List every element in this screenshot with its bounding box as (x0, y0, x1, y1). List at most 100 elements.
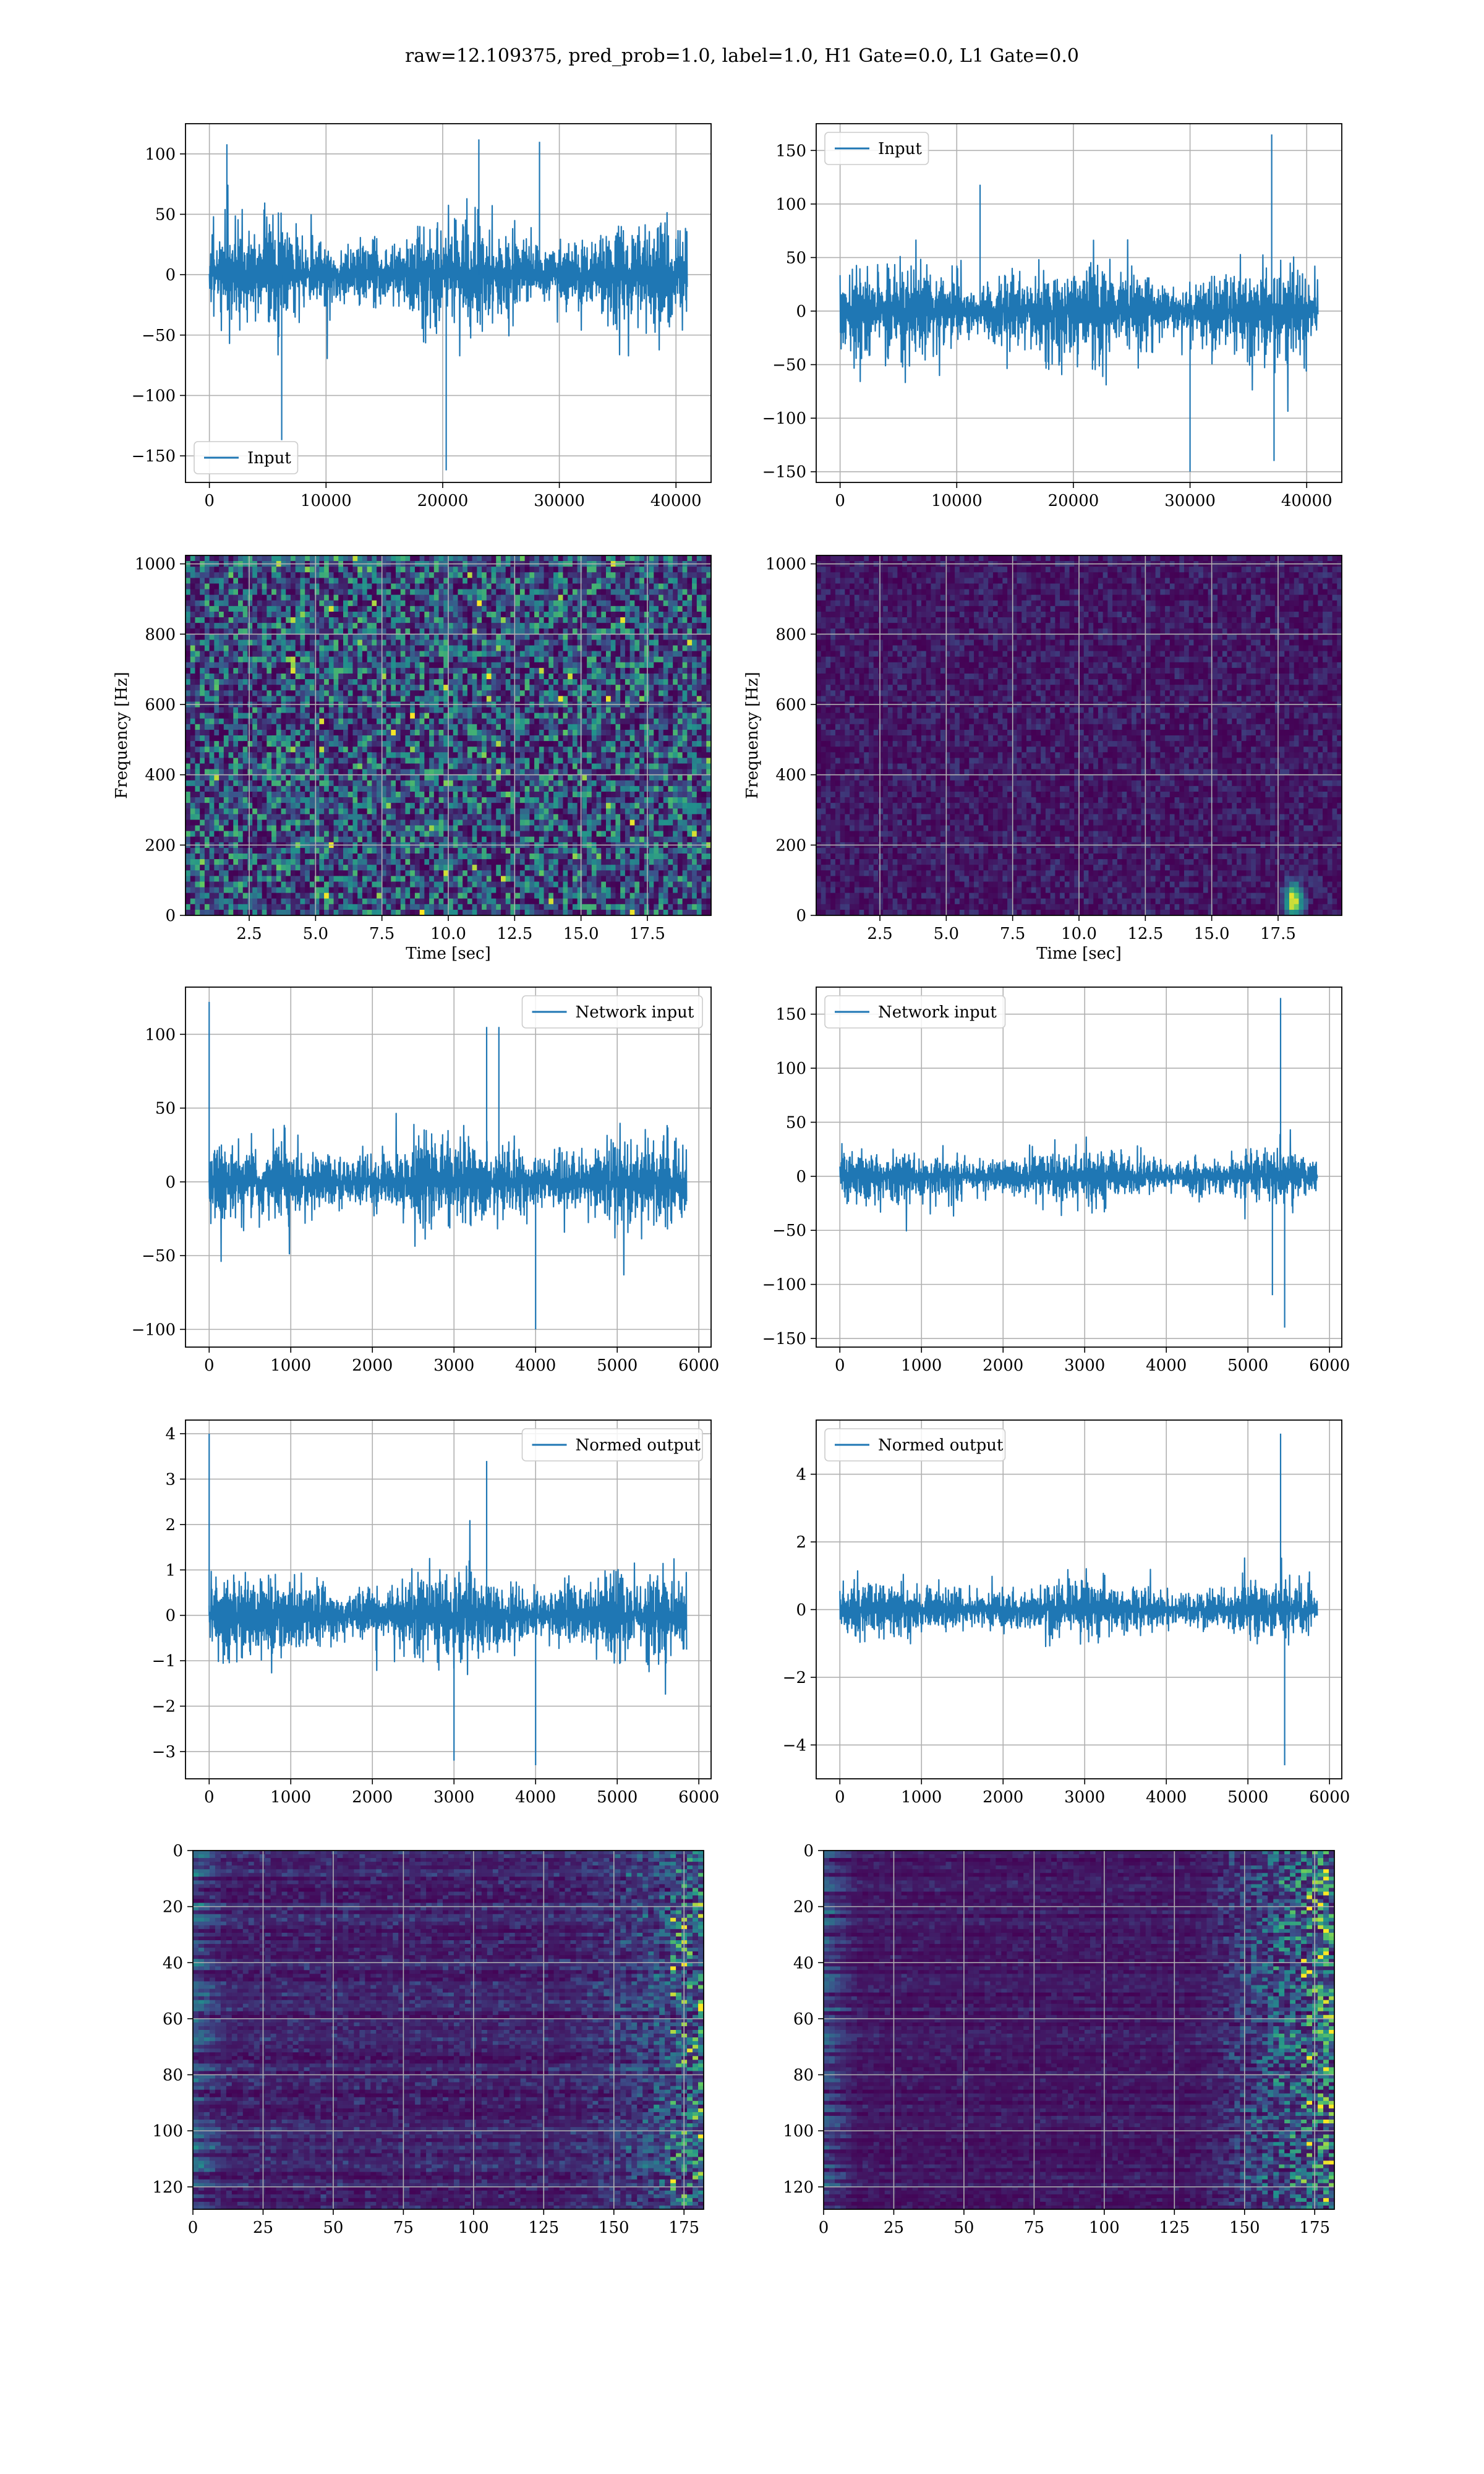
xtick-label: 4000 (515, 1356, 556, 1375)
xtick-label: 10000 (931, 492, 983, 510)
xtick-label: 6000 (678, 1788, 719, 1807)
series-row1-right (839, 134, 1319, 472)
xtick-label: 25 (884, 2219, 904, 2237)
xtick-label: 175 (668, 2219, 699, 2237)
ytick-label: 2 (165, 1516, 176, 1534)
ytick-label: 0 (173, 1842, 183, 1860)
series-row3-left (208, 1001, 688, 1330)
xtick-label: 5000 (1227, 1788, 1268, 1807)
ytick-label: −100 (132, 387, 176, 405)
ytick-label: 100 (783, 2122, 814, 2141)
ytick-label: 800 (775, 625, 806, 644)
xtick-label: 5000 (597, 1356, 638, 1375)
ytick-label: 1000 (135, 555, 176, 574)
axes-frame (816, 123, 1342, 483)
xtick-label: 1000 (901, 1356, 942, 1375)
xtick-label: 5.0 (303, 925, 328, 943)
ytick-label: 50 (786, 1113, 806, 1132)
xtick-label: 17.5 (1260, 925, 1296, 943)
ytick-label: 80 (793, 2066, 814, 2085)
xtick-label: 5.0 (934, 925, 959, 943)
xtick-label: 3000 (1064, 1356, 1105, 1375)
series-line (208, 184, 688, 359)
series-line (839, 1129, 1318, 1232)
ytick-label: 100 (145, 1025, 176, 1044)
xtick-label: 30000 (534, 492, 585, 510)
series-row3-right (839, 998, 1318, 1328)
xtick-label: 0 (204, 492, 215, 510)
xtick-label: 2.5 (236, 925, 262, 943)
legend-label: Input (247, 449, 291, 468)
xtick-label: 5000 (597, 1788, 638, 1807)
xtick-label: 0 (835, 1356, 845, 1375)
ytick-label: −100 (762, 1276, 806, 1295)
xtick-label: 4000 (1146, 1356, 1187, 1375)
x-axis-label: Time [sec] (1036, 944, 1122, 963)
xtick-label: 40000 (1281, 492, 1333, 510)
ytick-label: 100 (152, 2122, 183, 2141)
ytick-label: −50 (772, 1222, 806, 1240)
axes-frame (185, 123, 712, 483)
ytick-label: 120 (783, 2178, 814, 2197)
legend-label: Normed output (576, 1436, 701, 1455)
panel-row3-right: 0 1000 2000 3000 4000 5000 6000 −150 −100 −50 0 50 1… (762, 987, 1350, 1375)
ytick-label: 4 (165, 1425, 176, 1444)
xtick-label: 10.0 (430, 925, 466, 943)
series-line (208, 1520, 688, 1695)
ytick-label: 800 (145, 625, 176, 644)
xtick-label: 4000 (1146, 1788, 1187, 1807)
heatmap-row5-left (193, 1851, 704, 2209)
xtick-label: 0 (188, 2219, 198, 2237)
legend: Network input (521, 995, 703, 1029)
xtick-label: 10.0 (1061, 925, 1097, 943)
legend: Input (194, 441, 299, 474)
xtick-label: 15.0 (1194, 925, 1230, 943)
y-axis-label: Frequency [Hz] (743, 672, 762, 799)
xtick-label: 1000 (901, 1788, 942, 1807)
ytick-label: −150 (762, 463, 806, 482)
axes-frame (823, 1850, 1335, 2210)
xtick-label: 75 (1024, 2219, 1044, 2237)
ytick-label: 600 (145, 696, 176, 714)
ytick-label: −50 (142, 1247, 176, 1265)
ytick-label: 150 (775, 1006, 806, 1024)
xtick-label: 12.5 (497, 925, 532, 943)
x-axis-label: Time [sec] (406, 944, 491, 963)
ytick-label: −100 (132, 1320, 176, 1339)
ytick-label: 0 (796, 1168, 806, 1186)
ytick-label: 100 (145, 145, 176, 164)
ytick-label: 100 (775, 1059, 806, 1078)
xtick-label: 2000 (352, 1788, 393, 1807)
series-row4-right (839, 1433, 1318, 1766)
figure-title: raw=12.109375, pred_prob=1.0, label=1.0,… (405, 45, 1079, 67)
ytick-label: 4 (796, 1466, 806, 1484)
xtick-label: 100 (458, 2219, 489, 2237)
legend-frame (521, 1428, 703, 1462)
ytick-label: 200 (145, 836, 176, 855)
y-axis-label: Frequency [Hz] (113, 672, 131, 799)
ytick-label: 1000 (765, 555, 806, 574)
ytick-label: −150 (762, 1330, 806, 1348)
legend-frame (521, 995, 703, 1029)
ytick-label: 60 (793, 2010, 814, 2029)
ytick-label: 0 (165, 1173, 176, 1192)
legend: Input (824, 132, 929, 165)
xtick-label: 0 (204, 1788, 215, 1807)
ytick-label: 0 (803, 1842, 814, 1860)
series-row4-left (208, 1434, 688, 1765)
ytick-label: 2 (796, 1533, 806, 1552)
ytick-label: 1 (165, 1561, 176, 1580)
grid-row2-left (186, 555, 711, 916)
xtick-label: 50 (953, 2219, 974, 2237)
heatmap-row2-left (186, 555, 711, 915)
legend-label: Network input (878, 1003, 997, 1022)
ytick-label: 40 (793, 1954, 814, 1972)
xtick-label: 2000 (352, 1356, 393, 1375)
panel-row2-right: 2.5 5.0 7.5 10.0 12.5 15.0 17.5 0 200 400 600 800 10… (743, 555, 1342, 963)
ytick-label: 40 (163, 1954, 183, 1972)
ytick-label: −50 (772, 356, 806, 375)
ytick-label: 120 (152, 2178, 183, 2197)
series-row1-left (208, 139, 688, 471)
series-line (839, 239, 1319, 412)
xtick-label: 7.5 (369, 925, 394, 943)
